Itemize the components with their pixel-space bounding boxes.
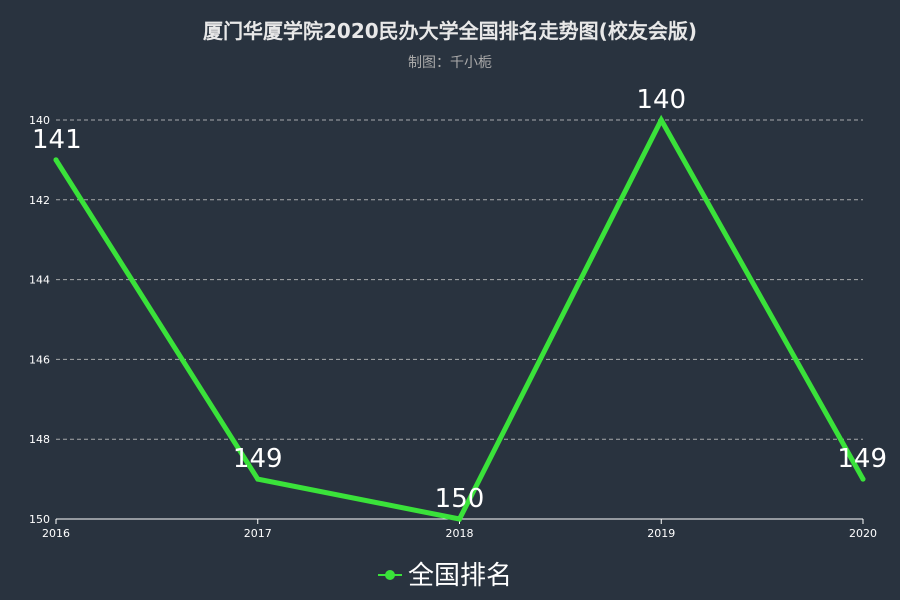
data-point <box>860 476 866 482</box>
x-tick-label: 2016 <box>42 527 70 540</box>
legend[interactable]: 全国排名 <box>378 561 512 591</box>
x-tick-label: 2019 <box>647 527 675 540</box>
series-line <box>53 114 866 522</box>
data-point <box>255 476 261 482</box>
chart-subtitle: 制图：千小栀 <box>408 55 492 71</box>
legend-series-label: 全国排名 <box>408 561 512 591</box>
data-point <box>53 157 59 163</box>
data-label: 141 <box>32 125 82 155</box>
data-label: 149 <box>837 444 887 474</box>
data-point <box>658 117 664 123</box>
grid-lines <box>56 119 863 440</box>
data-point <box>457 516 462 522</box>
y-tick-label: 140 <box>29 114 50 127</box>
x-tick-label: 2018 <box>446 527 474 540</box>
y-tick-label: 142 <box>29 194 50 207</box>
y-tick-label: 150 <box>29 513 50 526</box>
series-layer <box>53 114 866 522</box>
legend-marker-icon <box>385 570 395 580</box>
data-label: 140 <box>636 85 686 115</box>
chart-title: 厦门华厦学院2020民办大学全国排名走势图(校友会版) <box>203 19 697 43</box>
data-label: 150 <box>435 484 485 514</box>
y-tick-label: 146 <box>29 353 50 366</box>
data-label: 149 <box>233 444 283 474</box>
y-tick-label: 148 <box>29 433 50 446</box>
data-labels: 141 149 150 140 149 <box>32 85 887 514</box>
x-tick-label: 2020 <box>849 527 877 540</box>
y-tick-label: 144 <box>29 274 50 287</box>
x-tick-label: 2017 <box>244 527 272 540</box>
